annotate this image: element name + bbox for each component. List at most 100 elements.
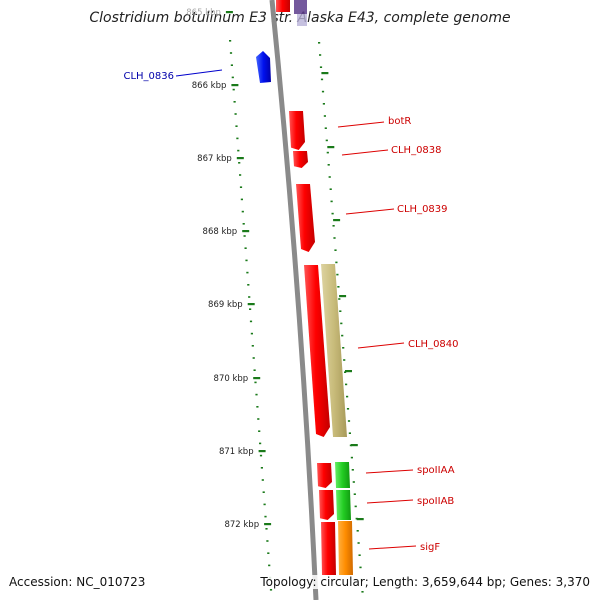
ruler-major-tick — [264, 523, 272, 526]
genome-backbone — [269, 0, 319, 600]
ruler-dot — [259, 454, 263, 457]
ruler-dot — [268, 564, 271, 567]
ruler-dot — [322, 103, 325, 105]
ruler-dot — [323, 115, 326, 117]
ruler-dot — [245, 259, 248, 262]
ruler-major-tick — [231, 84, 239, 87]
gene-sigF[interactable] — [321, 522, 336, 575]
ruler-major-tick — [350, 444, 358, 447]
ruler-major-tick — [333, 219, 341, 222]
topology-value: Topology: circular; Length: 3,659,644 bp… — [260, 575, 590, 589]
gene-label-CLH_0838[interactable]: CLH_0838 — [391, 145, 442, 156]
ruler-dot — [334, 249, 337, 251]
topology-text: Topology: circular; Length: 3,659,644 bp… — [260, 575, 590, 589]
ruler-tick-label: 866 kbp — [192, 81, 227, 91]
ruler-dot — [338, 298, 341, 300]
gene-CLH_0840[interactable] — [304, 265, 330, 437]
gene-label-leader — [365, 469, 414, 474]
gene-label-spoIIAB[interactable]: spoIIAB — [417, 496, 454, 507]
ruler-dot — [264, 515, 267, 518]
ruler-dot — [318, 42, 321, 44]
ruler-dot — [337, 286, 340, 288]
gene-spoIIAB[interactable] — [319, 490, 334, 520]
gene-CLH_0839[interactable] — [296, 184, 315, 252]
ruler-dot — [249, 320, 253, 323]
ruler-dot — [242, 223, 245, 225]
ruler-dot — [235, 125, 238, 127]
gene-label-CLH_0839[interactable]: CLH_0839 — [397, 204, 448, 215]
ruler-dot — [261, 479, 264, 481]
ruler-dot — [253, 369, 256, 371]
ruler-dot — [319, 66, 323, 68]
feature-green-spoIIAB[interactable] — [336, 490, 351, 520]
ruler-dot — [257, 418, 260, 420]
ruler-tick-label: 870 kbp — [214, 374, 249, 384]
ruler-dot — [243, 235, 246, 237]
ruler-dot — [341, 334, 344, 337]
gene-botR[interactable] — [289, 111, 305, 150]
ruler-dot — [324, 127, 327, 129]
gene-label-CLH_0840[interactable]: CLH_0840 — [408, 339, 459, 350]
feature-top-purple — [294, 0, 307, 14]
gene-CLH_0838[interactable] — [293, 151, 308, 168]
ruler-dot — [263, 503, 266, 506]
ruler-tick-label: 865 kbp — [186, 8, 221, 18]
ruler-tick-label: 867 kbp — [197, 154, 232, 164]
feature-green-spoIIAA[interactable] — [335, 462, 350, 488]
ruler-dot — [348, 432, 351, 434]
ruler-dot — [351, 469, 354, 471]
gene-features — [256, 51, 353, 575]
ruler-dot — [246, 271, 249, 274]
ruler-major-tick — [345, 370, 352, 373]
ruler-dot — [249, 308, 252, 310]
ruler-dot — [343, 359, 346, 361]
ruler-dot — [339, 310, 342, 312]
ruler-dot — [232, 88, 235, 91]
ruler-dot — [230, 64, 233, 66]
ruler-dot — [320, 78, 324, 81]
ruler-dot — [319, 54, 322, 56]
ruler-dot — [247, 284, 250, 286]
feature-khaki-CLH_0840[interactable] — [321, 264, 347, 437]
ruler-dot — [266, 540, 269, 542]
ruler-dot — [353, 493, 356, 495]
ruler-dot — [326, 151, 329, 154]
ruler-dot — [358, 554, 361, 556]
feature-orange-sigF[interactable] — [338, 521, 353, 575]
ruler-dot — [346, 395, 349, 398]
ruler-dot — [331, 212, 334, 215]
ruler-dot — [244, 247, 247, 249]
ruler-dot — [236, 137, 239, 140]
ruler-dot — [345, 383, 348, 386]
ruler-dot — [250, 332, 253, 335]
ruler-dot — [248, 296, 251, 298]
ruler-dot — [332, 225, 335, 227]
gene-CLH_0836[interactable] — [256, 51, 271, 83]
ruler-dot — [325, 139, 328, 142]
ruler-dot — [359, 566, 362, 569]
gene-label-sigF[interactable]: sigF — [420, 542, 440, 553]
ruler-dot — [229, 52, 233, 54]
ruler-major-tick — [242, 230, 250, 233]
ruler-dot — [333, 237, 336, 239]
ruler-dot — [269, 589, 273, 591]
gene-label-leader — [337, 121, 385, 128]
gene-label-CLH_0836[interactable]: CLH_0836 — [123, 71, 174, 82]
gene-label-leader — [357, 342, 405, 349]
gene-spoIIAA[interactable] — [317, 463, 332, 488]
feature-top-red — [276, 0, 290, 12]
ruler-major-tick — [253, 377, 261, 380]
ruler-dot — [347, 420, 351, 422]
ruler-dot — [251, 345, 254, 347]
gene-label-spoIIAA[interactable]: spoIIAA — [417, 465, 455, 476]
ruler-dot — [357, 542, 360, 544]
ruler-dot — [256, 406, 259, 408]
ruler-dot — [240, 198, 243, 201]
ruler-dot — [327, 164, 330, 166]
gene-label-leader — [368, 545, 417, 550]
ruler-dot — [259, 442, 262, 445]
ruler-dot — [329, 188, 332, 190]
feature-top-lilac — [297, 14, 307, 26]
gene-label-botR[interactable]: botR — [388, 116, 411, 127]
